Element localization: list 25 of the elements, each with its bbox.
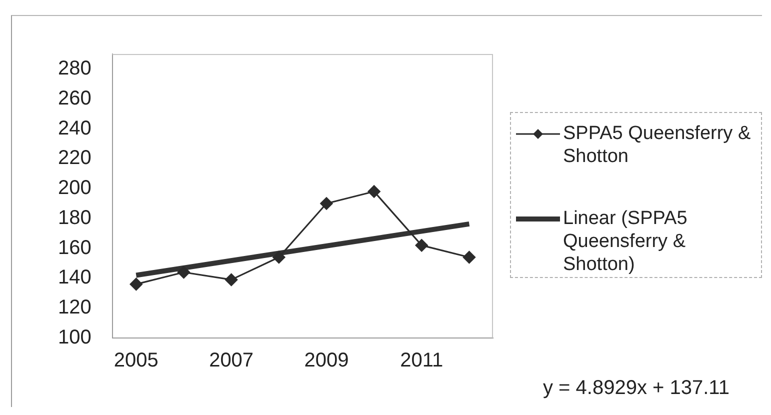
y-tick-label: 180 bbox=[58, 206, 92, 229]
legend-label: Linear (SPPA5 Queensferry & Shotton) bbox=[563, 207, 688, 276]
x-tick-label: 2005 bbox=[114, 350, 158, 372]
y-tick-label: 220 bbox=[58, 147, 92, 170]
y-tick-label: 160 bbox=[58, 236, 92, 259]
point bbox=[177, 266, 190, 279]
x-tick-label: 2007 bbox=[209, 350, 254, 372]
point bbox=[272, 250, 286, 264]
point bbox=[130, 278, 142, 290]
text: y = 4.8929x + 137.11 bbox=[543, 376, 730, 400]
point bbox=[225, 273, 238, 286]
y-tick-label: 200 bbox=[58, 177, 92, 200]
legend-label: SPPA5 Queensferry & Shotton bbox=[563, 122, 752, 168]
y-tick-label: 120 bbox=[58, 296, 92, 319]
x-tick-label: 2009 bbox=[304, 350, 349, 372]
x-tick-label: 2011 bbox=[400, 350, 444, 372]
point bbox=[320, 197, 333, 210]
point bbox=[415, 239, 428, 252]
y-tick-label: 140 bbox=[58, 266, 92, 289]
y-tick-label: 260 bbox=[58, 87, 92, 110]
y-tick-label: 280 bbox=[58, 57, 92, 80]
point bbox=[462, 250, 476, 264]
point bbox=[368, 185, 380, 198]
y-tick-label: 100 bbox=[58, 326, 92, 349]
y-tick-label: 240 bbox=[58, 117, 92, 140]
